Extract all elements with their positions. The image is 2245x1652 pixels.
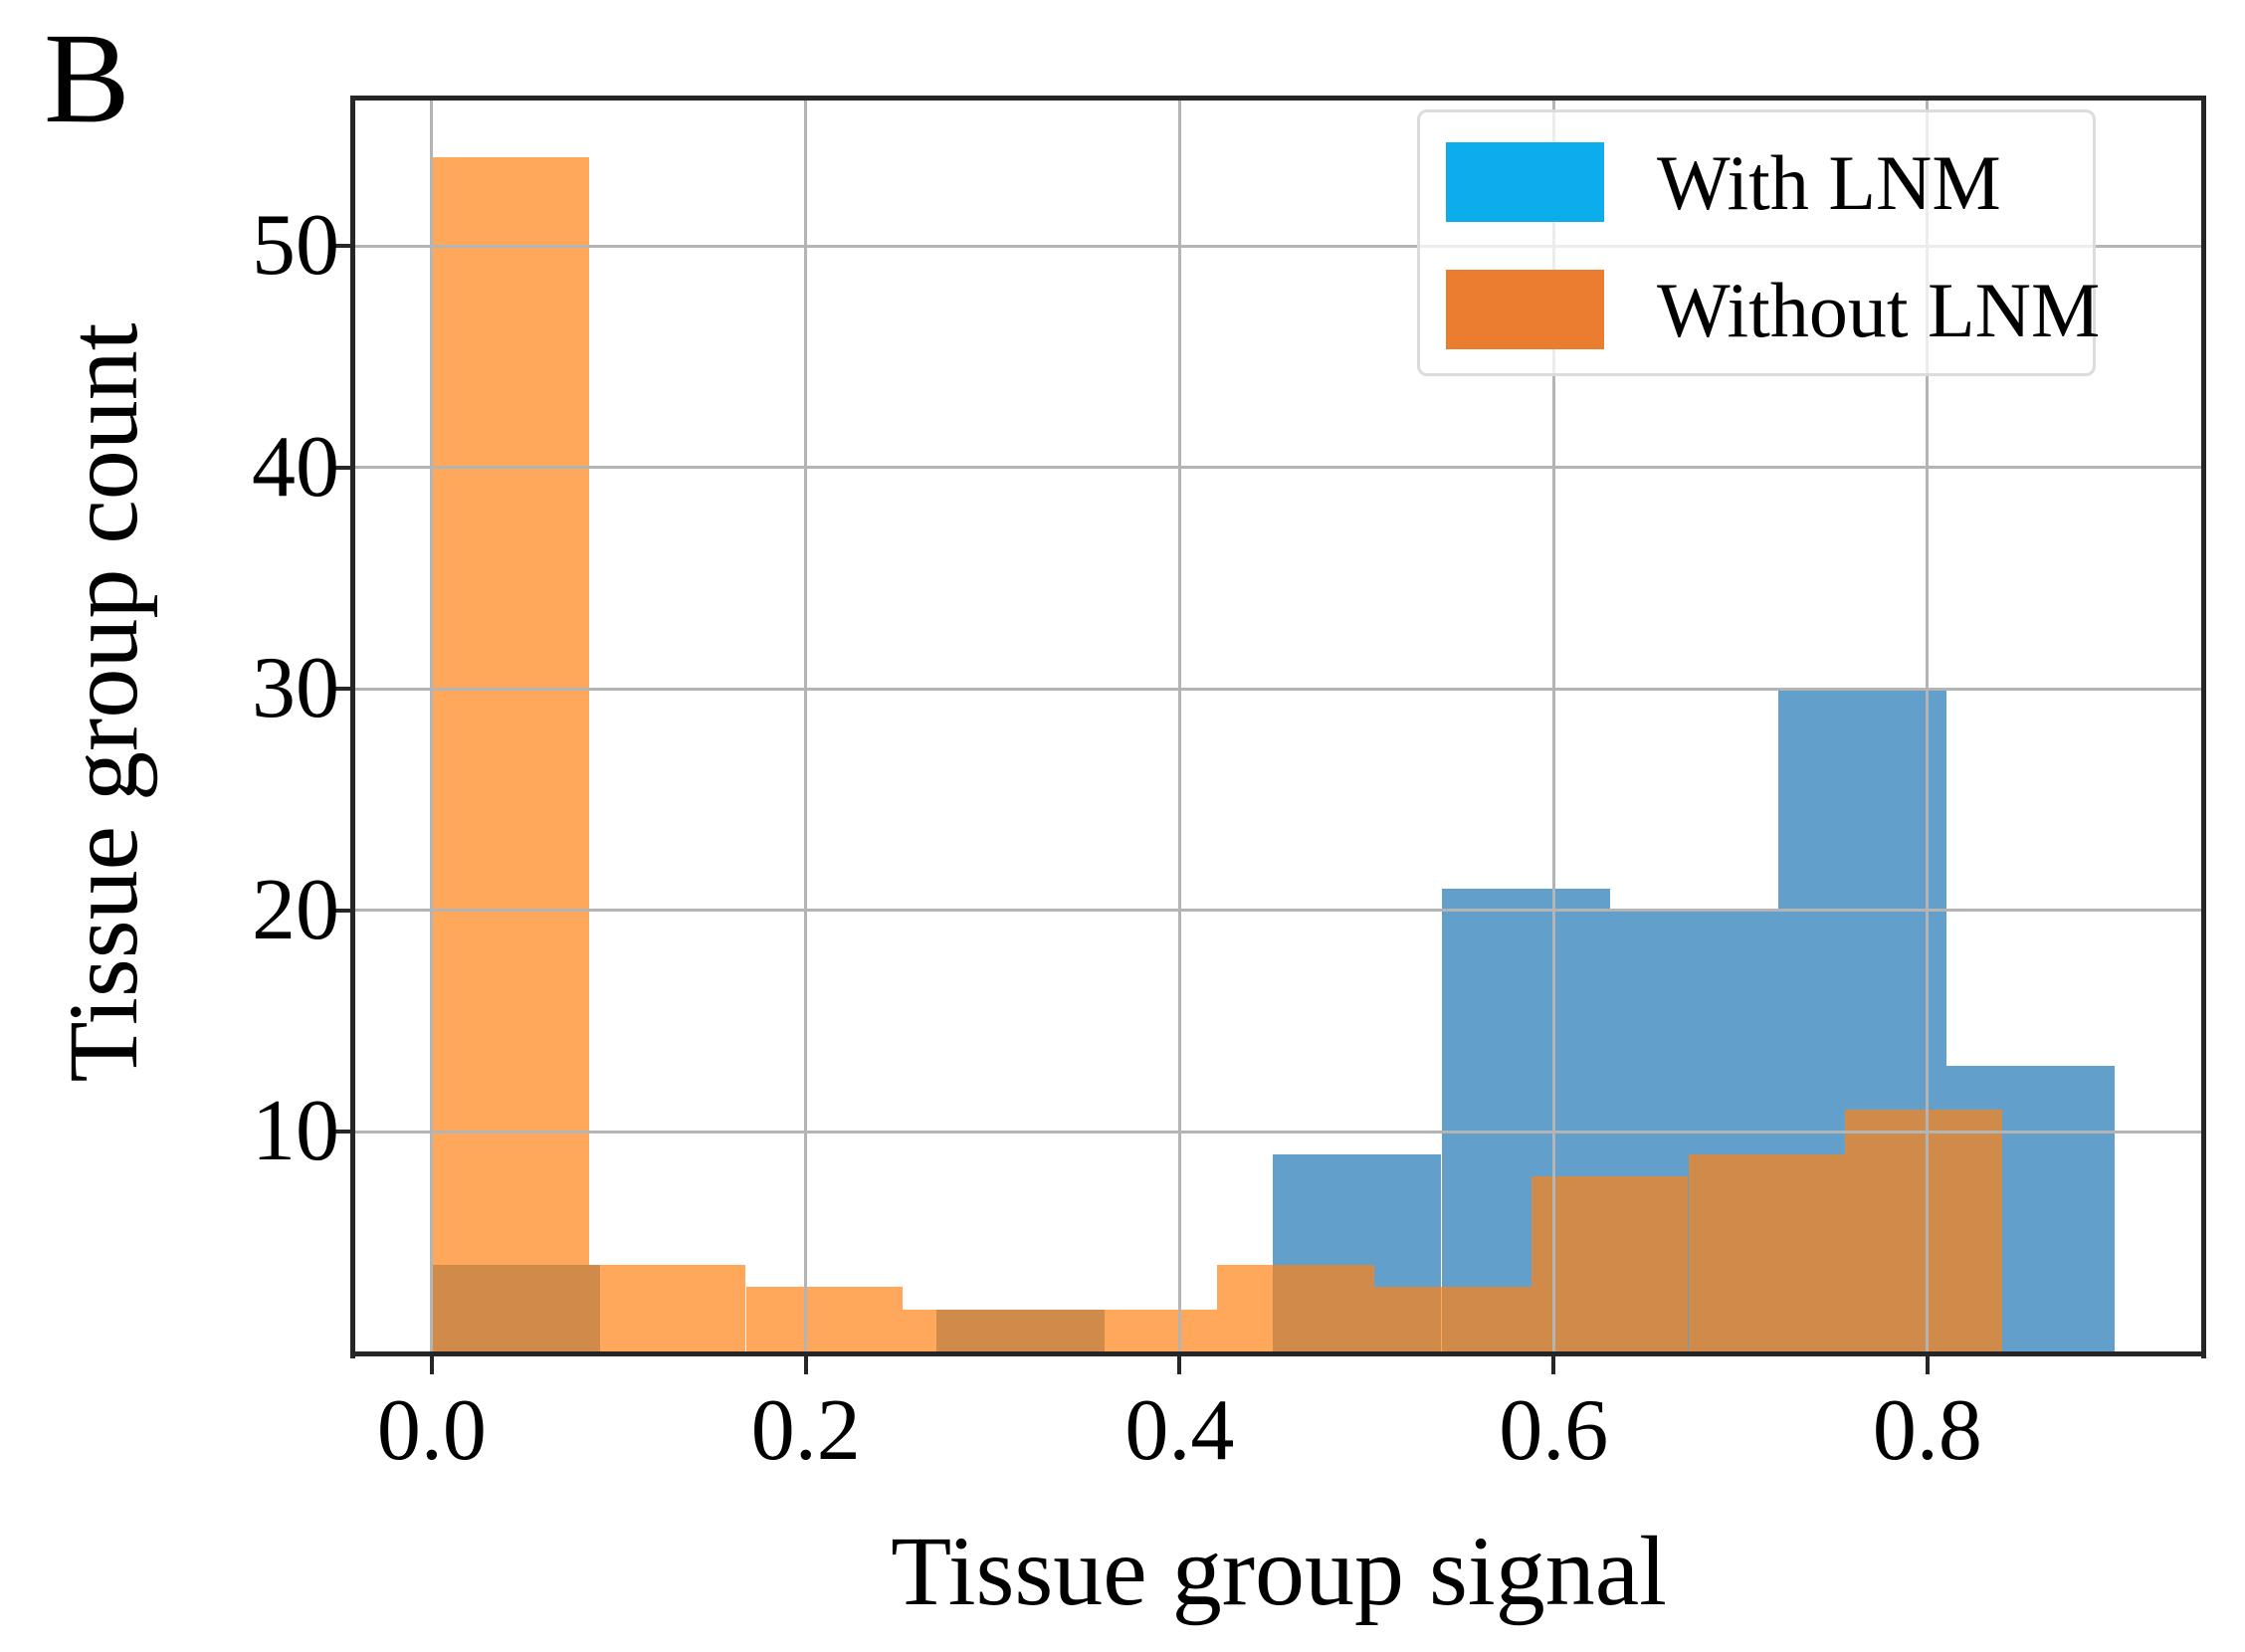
- x-tick-label-0.6: 0.6: [1499, 1382, 1609, 1479]
- x-tick-label-0.4: 0.4: [1124, 1382, 1235, 1479]
- x-tick-mark-0.0: [429, 1356, 434, 1374]
- y-tick-label-40: 40: [252, 418, 339, 516]
- axis-spine-left: [350, 96, 355, 1358]
- x-tick-mark-0.6: [1551, 1356, 1556, 1374]
- histogram-bar-without-lnm-8: [1688, 1153, 1846, 1353]
- gridline-y-20: [353, 909, 2204, 913]
- histogram-bar-without-lnm-7: [1531, 1175, 1689, 1353]
- x-axis-label: Tissue group signal: [891, 1516, 1667, 1626]
- x-tick-label-0.2: 0.2: [750, 1382, 861, 1479]
- axis-spine-bottom: [350, 1351, 2206, 1356]
- gridline-y-10: [353, 1130, 2204, 1134]
- y-tick-mark-20: [332, 908, 350, 913]
- histogram-bar-without-lnm-9: [1845, 1110, 2003, 1353]
- y-tick-label-50: 50: [252, 197, 339, 295]
- legend-swatch-without-lnm: [1446, 270, 1604, 349]
- gridline-x-0.6: [1551, 98, 1555, 1353]
- legend-swatch-with-lnm: [1446, 142, 1604, 222]
- histogram-bar-without-lnm-1: [588, 1265, 746, 1353]
- histogram-bar-without-lnm-2: [745, 1287, 904, 1353]
- legend-label-with-lnm: With LNM: [1657, 139, 2001, 226]
- y-tick-mark-10: [332, 1130, 350, 1135]
- histogram-bar-without-lnm-5: [1217, 1265, 1374, 1353]
- axis-spine-right: [2201, 96, 2206, 1358]
- gridline-x-0.0: [430, 98, 434, 1353]
- x-tick-label-0.0: 0.0: [376, 1382, 487, 1479]
- panel-label: B: [44, 7, 130, 150]
- x-tick-mark-0.2: [803, 1356, 808, 1374]
- y-tick-mark-40: [332, 465, 350, 470]
- gridline-x-0.8: [1926, 98, 1930, 1353]
- axis-spine-top: [350, 96, 2206, 101]
- y-tick-label-30: 30: [252, 640, 339, 737]
- histogram-bar-without-lnm-6: [1373, 1287, 1531, 1353]
- y-tick-mark-30: [332, 687, 350, 692]
- x-tick-label-0.8: 0.8: [1872, 1382, 1982, 1479]
- x-tick-mark-0.4: [1177, 1356, 1182, 1374]
- gridline-y-30: [353, 687, 2204, 691]
- x-tick-mark-0.8: [1925, 1356, 1930, 1374]
- legend: With LNM Without LNM: [1417, 109, 2100, 376]
- gridline-y-40: [353, 466, 2204, 470]
- y-tick-label-20: 20: [252, 861, 339, 958]
- gridline-y-50: [353, 244, 2204, 248]
- histogram-bar-without-lnm-0: [431, 157, 589, 1353]
- histogram-bar-without-lnm-4: [1060, 1309, 1217, 1353]
- histogram-bar-without-lnm-3: [903, 1309, 1061, 1353]
- gridline-x-0.4: [1177, 98, 1181, 1353]
- gridline-x-0.2: [804, 98, 808, 1353]
- legend-label-without-lnm: Without LNM: [1657, 267, 2101, 353]
- y-tick-label-10: 10: [252, 1083, 339, 1180]
- y-tick-mark-50: [332, 244, 350, 249]
